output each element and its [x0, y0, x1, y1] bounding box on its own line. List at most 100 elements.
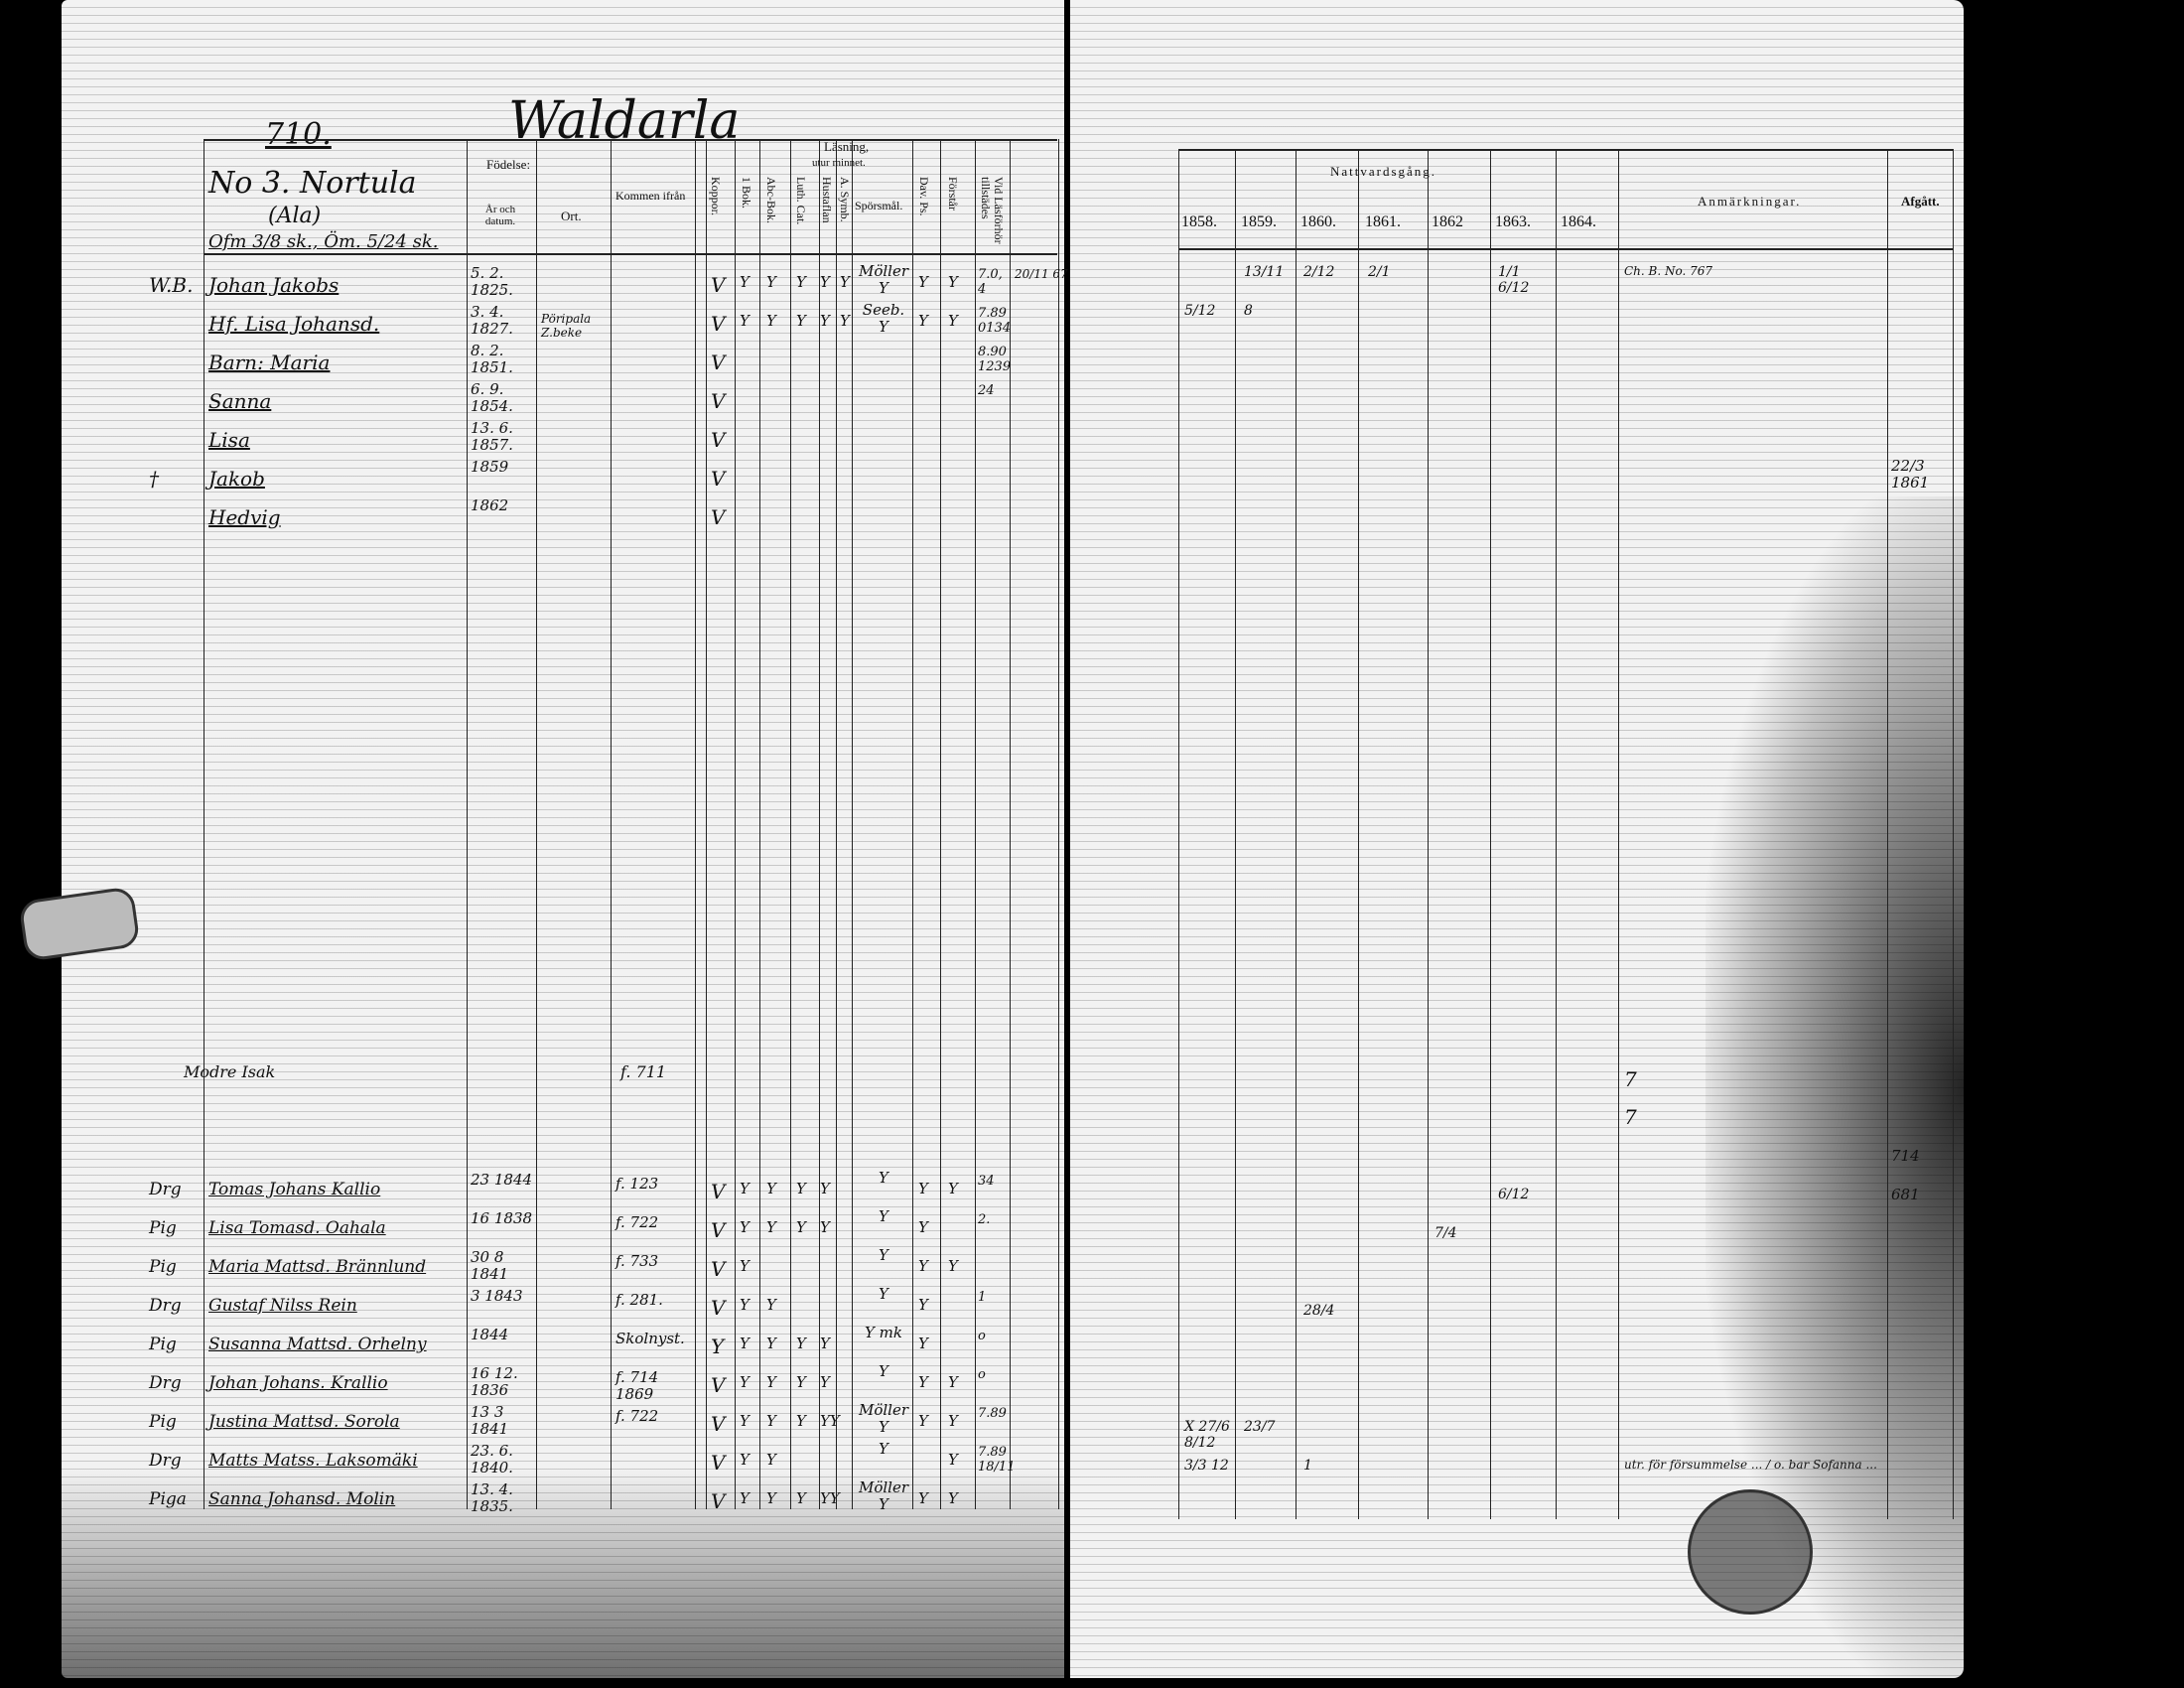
exam-attendance: 1	[978, 1290, 987, 1305]
smallpox-mark: V	[711, 1257, 726, 1281]
reading-mark: Y	[948, 312, 958, 330]
smallpox-mark: V	[711, 1451, 726, 1475]
communion-date: 7/4	[1434, 1225, 1457, 1241]
column-rule	[695, 139, 696, 1509]
person-name: Gustaf Nilss Rein	[208, 1296, 357, 1316]
row-prefix: Pig	[149, 1257, 177, 1277]
header-rule	[204, 139, 1057, 141]
header-abc: Abc-Bok.	[764, 177, 778, 223]
communion-date: 13/11	[1244, 264, 1285, 280]
reading-mark: Y	[796, 1218, 806, 1236]
reading-mark: Y	[740, 1257, 750, 1275]
birth-date: 3 1843	[471, 1287, 523, 1305]
right-page	[1070, 0, 1964, 1678]
smallpox-mark: V	[711, 505, 726, 529]
reading-mark: YY	[820, 1489, 840, 1507]
exam-attendance: 7.89	[978, 1406, 1007, 1421]
communion-date: 3/3 12	[1184, 1458, 1229, 1474]
birth-date: 6. 9. 1854.	[471, 380, 513, 415]
birth-date: 5. 2. 1825.	[471, 264, 513, 299]
column-rule	[1887, 149, 1888, 1519]
header-bok1: 1 Bok.	[740, 177, 753, 210]
origin: f. 714 1869	[615, 1368, 659, 1403]
exam-attendance: 7.89 0134	[978, 306, 1012, 336]
column-rule	[1010, 139, 1011, 1509]
column-rule	[204, 139, 205, 1509]
column-rule	[536, 139, 537, 1509]
column-rule	[735, 139, 736, 1509]
reading-mark: Y	[918, 273, 928, 291]
reading-mark: Y	[918, 312, 928, 330]
reading-mark: Y	[948, 1451, 958, 1469]
reading-mark: Y	[840, 273, 850, 291]
smallpox-mark: V	[711, 1412, 726, 1436]
note-origin: f. 711	[620, 1062, 667, 1081]
header-symb: A. Symb.	[838, 177, 852, 222]
person-name: Justina Mattsd. Sorola	[208, 1412, 400, 1432]
origin: f. 123	[615, 1175, 659, 1193]
column-rule	[852, 139, 853, 1509]
person-name: Matts Matss. Laksomäki	[208, 1451, 418, 1471]
reading-mark: Y	[948, 1180, 958, 1197]
header-lasning: Läsning,	[824, 139, 870, 154]
smallpox-mark: V	[711, 428, 726, 452]
reading-mark: Y	[766, 1218, 776, 1236]
row-prefix: Drg	[149, 1451, 182, 1471]
birth-date: 23 1844	[471, 1171, 533, 1189]
column-rule	[912, 139, 913, 1509]
exam-attendance: o	[978, 1367, 986, 1382]
reading-mark: Y	[796, 312, 806, 330]
reading-mark: Y	[796, 1412, 806, 1430]
reading-mark: Möller Y	[858, 1478, 909, 1513]
reading-mark: Y	[740, 1335, 750, 1352]
reading-mark: Y	[796, 1489, 806, 1507]
communion-date: 2/12	[1303, 264, 1335, 280]
reading-mark: Y	[740, 1296, 750, 1314]
column-rule	[975, 139, 976, 1509]
reading-mark: Y	[918, 1373, 928, 1391]
row-prefix: Pig	[149, 1218, 177, 1238]
reading-mark: Y	[740, 273, 750, 291]
header-dav: Dav. Ps.	[917, 177, 931, 216]
column-rule	[1618, 149, 1619, 1519]
header-luth: Luth. Cat.	[794, 177, 808, 225]
header-kopp: Koppor.	[709, 177, 723, 215]
departure: 714	[1891, 1147, 1920, 1165]
reading-mark: Y	[918, 1412, 928, 1430]
reading-mark: Y	[740, 1451, 750, 1469]
header-forstar: Förstår	[946, 177, 960, 211]
reading-mark: Y	[879, 1362, 888, 1380]
person-name: Johan Jakobs	[208, 273, 340, 297]
reading-mark: Y	[766, 1412, 776, 1430]
reading-mark: Y	[879, 1246, 888, 1264]
birth-date: 8. 2. 1851.	[471, 342, 513, 376]
departure: 681	[1891, 1186, 1920, 1203]
person-name: Johan Johans. Krallio	[208, 1373, 388, 1393]
column-rule	[819, 139, 820, 1509]
row-prefix: W.B.	[149, 273, 194, 297]
reading-mark: Möller Y	[858, 262, 909, 297]
smallpox-mark: V	[711, 1180, 726, 1203]
column-rule	[790, 139, 791, 1509]
row-prefix: †	[149, 467, 159, 491]
year-header: 1862	[1432, 213, 1463, 230]
header-spors: Spörsmål.	[855, 199, 903, 212]
year-header: 1860.	[1300, 213, 1336, 230]
archive-stamp	[1688, 1489, 1813, 1615]
column-rule	[1058, 139, 1059, 1509]
header-afgatt: Afgått.	[1901, 194, 1940, 209]
column-rule	[836, 139, 837, 1509]
exam-attendance: 7.89 18/11	[978, 1445, 1016, 1475]
reading-mark: Y	[766, 1180, 776, 1197]
origin: f. 281.	[615, 1291, 663, 1309]
exam-attendance: 2.	[978, 1212, 991, 1227]
column-rule	[1296, 149, 1297, 1519]
column-rule	[1490, 149, 1491, 1519]
reading-mark: Y	[820, 1180, 830, 1197]
reading-mark: Y	[948, 1489, 958, 1507]
reading-mark: Y	[766, 1451, 776, 1469]
reading-mark: YY	[820, 1412, 840, 1430]
header-utur-minnet: utur minnet.	[812, 157, 866, 169]
reading-mark: Y	[918, 1335, 928, 1352]
row-prefix: Piga	[149, 1489, 187, 1509]
